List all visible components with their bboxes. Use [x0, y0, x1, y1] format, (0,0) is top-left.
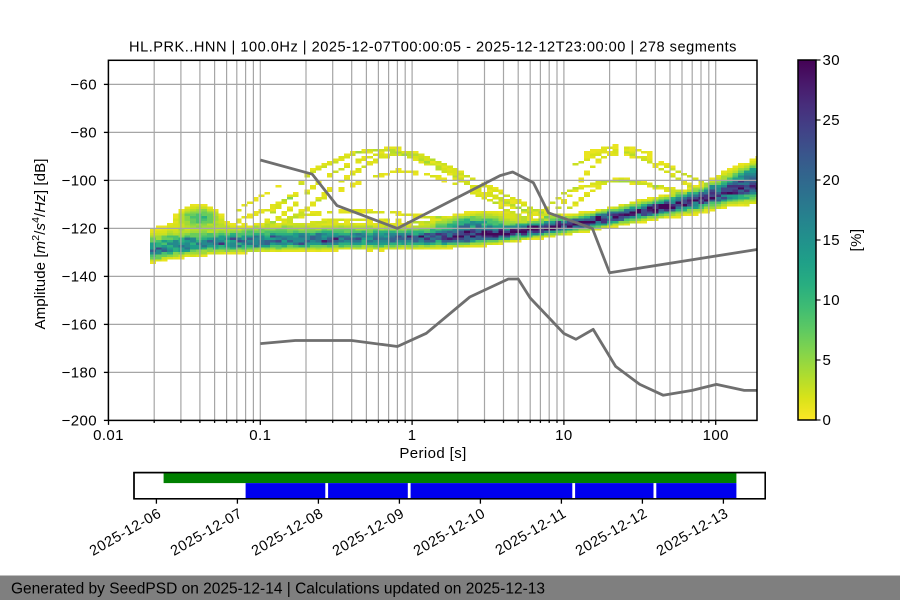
svg-text:20: 20	[823, 172, 841, 189]
svg-text:10: 10	[823, 292, 841, 309]
svg-text:−80: −80	[70, 125, 97, 142]
svg-text:0: 0	[823, 412, 832, 429]
svg-text:10: 10	[555, 427, 573, 444]
svg-text:[%]: [%]	[848, 229, 865, 252]
svg-text:−140: −140	[62, 269, 97, 286]
svg-text:100: 100	[703, 427, 729, 444]
svg-text:15: 15	[823, 232, 841, 249]
svg-text:30: 30	[823, 52, 841, 69]
svg-text:Generated by SeedPSD on 2025-1: Generated by SeedPSD on 2025-12-14 | Cal…	[11, 581, 545, 598]
svg-text:−180: −180	[62, 365, 97, 382]
svg-text:25: 25	[823, 112, 841, 129]
svg-text:1: 1	[408, 427, 417, 444]
svg-text:HL.PRK..HNN | 100.0Hz | 2025-1: HL.PRK..HNN | 100.0Hz | 2025-12-07T00:00…	[129, 40, 737, 56]
svg-text:0.1: 0.1	[249, 427, 271, 444]
svg-text:−100: −100	[62, 173, 97, 190]
svg-text:−200: −200	[62, 413, 97, 430]
svg-text:−120: −120	[62, 221, 97, 238]
svg-text:5: 5	[823, 352, 832, 369]
svg-text:Period [s]: Period [s]	[399, 445, 466, 462]
svg-text:−60: −60	[70, 77, 97, 94]
svg-text:−160: −160	[62, 317, 97, 334]
svg-text:Amplitude [m2/s4/Hz] [dB]: Amplitude [m2/s4/Hz] [dB]	[30, 159, 49, 330]
svg-text:0.01: 0.01	[93, 427, 124, 444]
